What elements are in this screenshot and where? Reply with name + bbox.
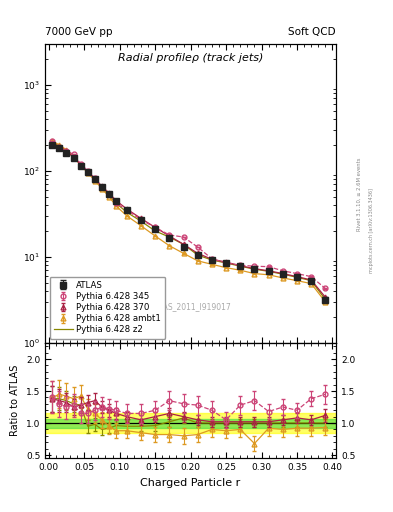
Text: Soft QCD: Soft QCD [288,27,336,37]
Text: ATLAS_2011_I919017: ATLAS_2011_I919017 [150,303,231,312]
Legend: ATLAS, Pythia 6.428 345, Pythia 6.428 370, Pythia 6.428 ambt1, Pythia 6.428 z2: ATLAS, Pythia 6.428 345, Pythia 6.428 37… [50,276,165,339]
Text: Radial profileρ (track jets): Radial profileρ (track jets) [118,53,263,62]
Bar [45,414,336,433]
Text: Rivet 3.1.10, ≥ 2.6M events: Rivet 3.1.10, ≥ 2.6M events [357,158,362,231]
Text: mcplots.cern.ch [arXiv:1306.3436]: mcplots.cern.ch [arXiv:1306.3436] [369,188,374,273]
Text: 7000 GeV pp: 7000 GeV pp [45,27,113,37]
Bar [45,419,336,428]
Y-axis label: Ratio to ATLAS: Ratio to ATLAS [10,365,20,436]
X-axis label: Charged Particle r: Charged Particle r [140,478,241,487]
